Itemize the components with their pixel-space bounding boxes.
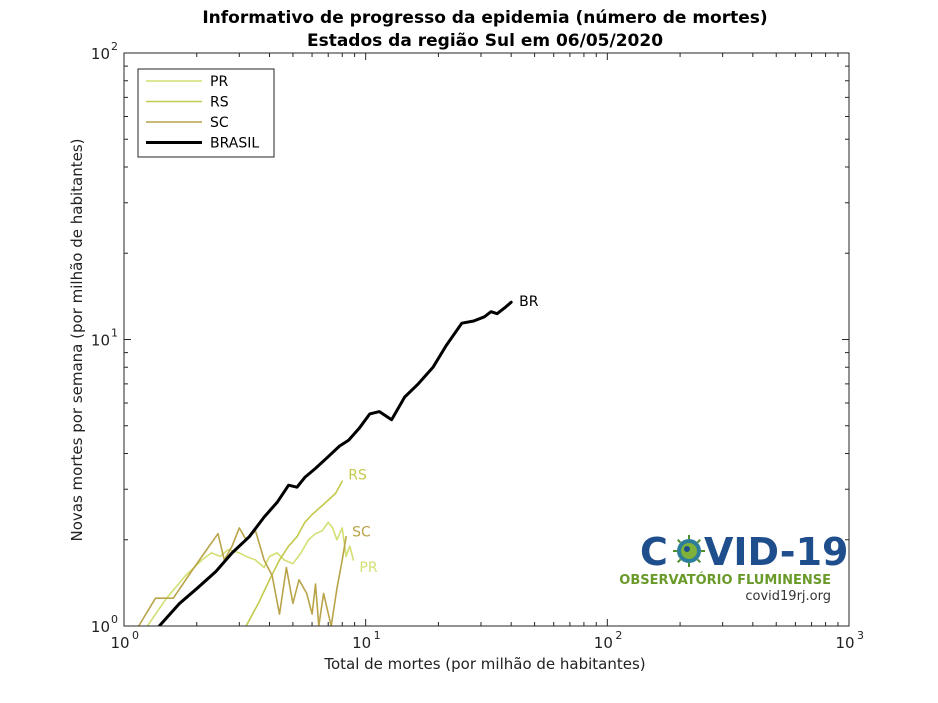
y-tick-exponent: 1: [111, 327, 118, 340]
y-tick-exponent: 0: [111, 613, 118, 626]
tick-marks: [123, 53, 849, 627]
logo-subtitle: OBSERVATÓRIO FLUMINENSE: [619, 572, 831, 588]
series-end-label-sc: SC: [352, 525, 371, 541]
logo-url: covid19rj.org: [745, 589, 831, 604]
series-end-label-rs: RS: [348, 467, 367, 483]
plot-area: [137, 300, 513, 626]
y-tick-exponent: 2: [111, 40, 118, 53]
virus-icon: [673, 535, 705, 567]
logo-word-right: VID-19: [704, 530, 848, 574]
y-tick-label: 10: [91, 45, 110, 63]
x-axis-label: Total de mortes (por milhão de habitante…: [323, 655, 645, 673]
legend-label-pr: PR: [210, 74, 228, 90]
x-tick-exponent: 2: [615, 629, 622, 642]
series-end-label-pr: PR: [359, 560, 377, 576]
legend: PR RS SC BRASIL: [137, 68, 275, 158]
series-line-rs: [245, 480, 343, 626]
legend-label-rs: RS: [210, 95, 229, 111]
x-tick-label: 10: [352, 634, 371, 652]
legend-label-sc: SC: [210, 115, 229, 131]
x-tick-exponent: 1: [374, 629, 381, 642]
covid19-logo: C VID-19 OBSERVATÓRIO FLUMINENSE covid19…: [619, 530, 848, 604]
series-end-label-brasil: BR: [519, 294, 539, 310]
series-line-pr: [146, 521, 355, 626]
y-axis-label: Novas mortes por semana (por milhão de h…: [68, 139, 86, 542]
x-tick-label: 10: [835, 634, 854, 652]
y-tick-label: 10: [91, 618, 110, 636]
chart-title: Informativo de progresso da epidemia (nú…: [202, 8, 767, 28]
y-tick-label: 10: [91, 332, 110, 350]
axis-ticks: 10 0 10 1 10 2 10 310 010 110 2: [91, 40, 864, 652]
x-tick-exponent: 0: [132, 629, 139, 642]
x-tick-label: 10: [110, 634, 129, 652]
series-line-sc: [137, 527, 347, 626]
x-tick-exponent: 3: [857, 629, 864, 642]
chart-subtitle: Estados da região Sul em 06/05/2020: [307, 31, 663, 51]
x-tick-label: 10: [594, 634, 613, 652]
series-line-brasil: [157, 300, 513, 626]
legend-label-brasil: BRASIL: [210, 136, 259, 152]
logo-word-left: C: [640, 530, 668, 574]
